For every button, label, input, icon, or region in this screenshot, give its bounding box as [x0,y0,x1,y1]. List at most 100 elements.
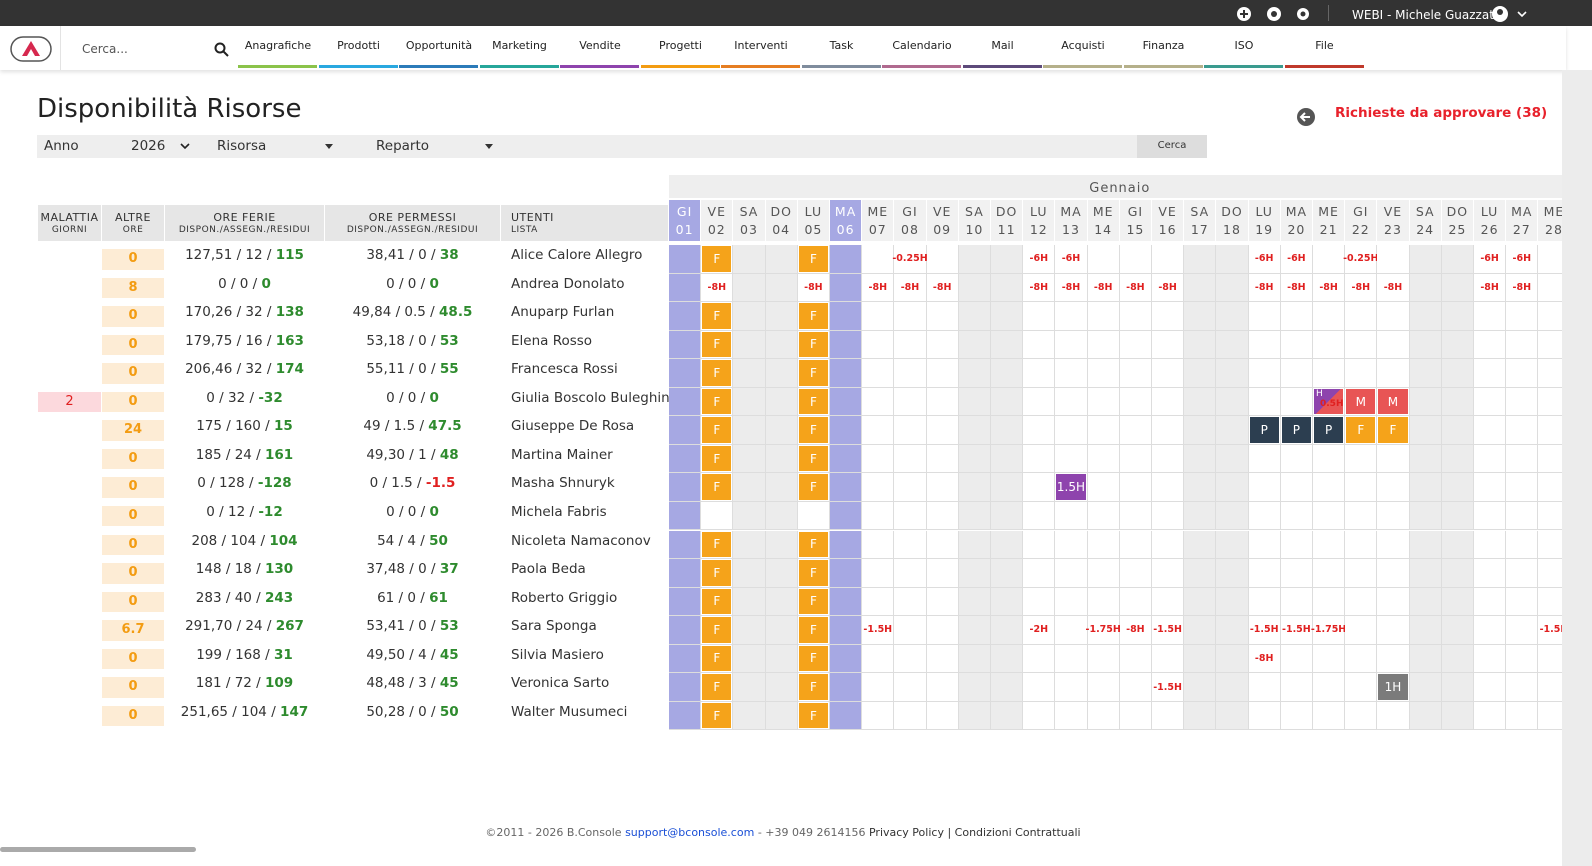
hours-remaining: 163 [275,332,304,349]
nav-item[interactable]: Prodotti [337,39,380,52]
user-name[interactable]: Francesca Rossi [511,361,618,378]
day-cell [765,273,798,303]
event-ferie[interactable]: F [702,331,732,358]
resource-select[interactable]: Risorsa [217,138,267,154]
search-button[interactable]: Cerca [1137,135,1207,158]
event-ferie[interactable]: F [798,474,828,500]
event-ferie[interactable]: F [702,388,732,415]
user-name[interactable]: Silvia Masiero [511,646,604,663]
event-ferie[interactable]: F [702,702,732,729]
event-ferie[interactable]: F [702,360,732,386]
user-name[interactable]: Nicoleta Namaconov [511,532,651,549]
user-name[interactable]: Martina Mainer [511,446,613,463]
nav-underline [560,65,639,68]
hours-remaining: 161 [265,446,294,463]
search-input[interactable]: Cerca... [82,42,128,56]
user-icon[interactable] [1492,6,1532,22]
search-icon[interactable] [214,42,230,58]
event-ferie[interactable]: F [798,417,828,443]
event-ferie[interactable]: F [798,445,828,472]
ferie-hours: 179,75 / 16 / 163 [165,331,324,360]
user-name[interactable]: Elena Rosso [511,332,593,349]
logo[interactable] [10,36,52,62]
event-ferie[interactable]: F [798,303,828,329]
event-ferie[interactable]: F [798,246,828,272]
event-ferie[interactable]: F [702,417,732,443]
event-ferie[interactable]: F [798,617,828,643]
event-ferie[interactable]: F [702,246,732,272]
event-ferie[interactable]: F [798,360,828,386]
user-name[interactable]: Walter Musumeci [511,703,628,720]
event-ferie[interactable]: F [702,303,732,329]
dropdown-arrow[interactable] [180,143,190,151]
event-ferie[interactable]: F [798,702,828,729]
event-ferie[interactable]: F [702,445,732,472]
hours-off: -2H [1029,624,1049,636]
nav-item[interactable]: Interventi [734,39,788,52]
event-permesso[interactable]: P [1314,417,1344,443]
user-name[interactable]: Anuparp Furlan [511,304,615,321]
nav-item[interactable]: Task [829,39,854,52]
hours-remaining: -12 [258,503,283,520]
event-permesso[interactable]: P [1249,417,1279,443]
nav-item[interactable]: Anagrafiche [244,39,312,52]
day-cell [669,416,702,445]
user-name[interactable]: Sara Sponga [511,618,597,635]
user-name[interactable]: Roberto Griggio [511,589,618,606]
event-ferie[interactable]: F [1378,417,1408,443]
nav-item[interactable]: Opportunità [405,39,473,52]
user-name[interactable]: Giuseppe De Rosa [511,418,635,435]
day-of-week: LU [1030,204,1048,219]
event-altro[interactable]: 1H [1378,674,1408,700]
hours-breakdown: 0 / 0 / [386,275,426,292]
nav-item[interactable]: ISO [1234,39,1254,52]
event-ferie[interactable]: F [798,388,828,415]
event-ferie[interactable]: F [702,531,732,558]
event-ferie[interactable]: F [798,588,828,615]
day-of-week: GI [1127,204,1144,219]
approvals-link[interactable]: Richieste da approvare (38) [1335,105,1548,121]
event-ferie[interactable]: F [1346,417,1376,443]
email-link[interactable]: support@bconsole.com [625,826,755,839]
event-ferie[interactable]: F [798,674,828,700]
event-malattia[interactable]: M [1346,388,1376,415]
back-icon[interactable] [1296,107,1316,127]
nav-item[interactable]: Mail [991,39,1014,52]
nav-item[interactable]: Progetti [659,39,702,52]
privacy-link[interactable]: Privacy Policy [868,826,944,839]
nav-item[interactable]: Vendite [579,39,621,52]
nav-item[interactable]: Finanza [1142,39,1185,52]
event-permesso[interactable]: P [1281,417,1311,443]
year-select[interactable]: 2026 [131,138,166,154]
user-name[interactable]: Paola Beda [511,561,586,578]
dropdown-arrow[interactable] [484,144,494,150]
user-name[interactable]: WEBI - Michele Guazzato [1352,8,1502,22]
event-ferie[interactable]: F [798,645,828,672]
user-name[interactable]: Giulia Boscolo Buleghin [511,389,669,406]
nav-item[interactable]: Calendario [892,39,952,52]
event-ferie[interactable]: F [702,674,732,700]
event-ferie[interactable]: F [702,588,732,615]
department-select[interactable]: Reparto [376,138,430,154]
event-ferie[interactable]: F [702,617,732,643]
user-name[interactable]: Veronica Sarto [511,675,610,692]
dropdown-arrow[interactable] [324,144,334,150]
event-ferie[interactable]: F [702,645,732,672]
nav-item[interactable]: Acquisti [1061,39,1105,52]
day-cell [991,673,1024,702]
user-name[interactable]: Andrea Donolato [511,275,625,292]
event-trasferta[interactable]: 1.5H [1056,474,1086,500]
event-ferie[interactable]: F [798,531,828,558]
nav-item[interactable]: File [1315,39,1334,52]
day-cell: 1H [1377,673,1410,702]
user-name[interactable]: Michela Fabris [511,503,607,520]
user-name[interactable]: Alice Calore Allegro [511,247,643,263]
event-ferie[interactable]: F [702,560,732,586]
terms-link[interactable]: Condizioni Contrattuali [954,826,1081,839]
user-name[interactable]: Masha Shnuryk [511,475,615,492]
event-ferie[interactable]: F [798,560,828,586]
nav-item[interactable]: Marketing [492,39,547,52]
event-ferie[interactable]: F [702,474,732,500]
event-malattia[interactable]: M [1378,388,1408,415]
event-ferie[interactable]: F [798,331,828,358]
